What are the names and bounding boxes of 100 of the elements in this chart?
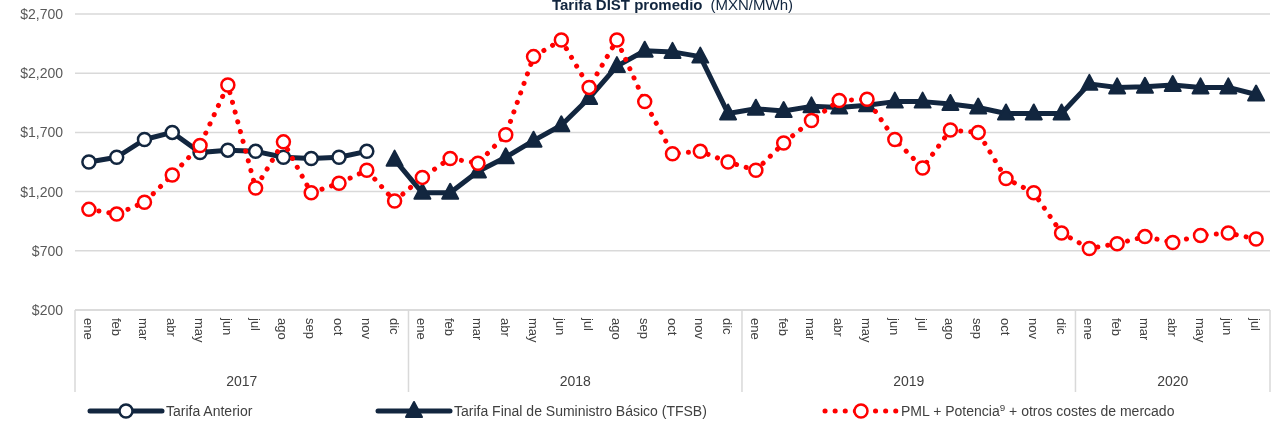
point: [81, 154, 97, 170]
x-tick-label: dic: [1053, 318, 1069, 336]
x-tick-label: oct: [997, 318, 1013, 336]
point: [386, 193, 403, 209]
x-tick-label: ene: [80, 318, 96, 340]
point: [81, 201, 97, 218]
point: [359, 162, 375, 179]
point: [859, 91, 875, 107]
point: [1026, 185, 1042, 201]
x-tick-label: may: [525, 318, 541, 344]
point: [1024, 103, 1043, 121]
text: 2018: [559, 373, 592, 389]
point: [1164, 234, 1181, 251]
x-tick-label: feb: [442, 318, 458, 337]
point: [969, 97, 988, 115]
point: [553, 32, 570, 48]
point: [746, 98, 765, 116]
point: [775, 135, 792, 151]
point: [635, 40, 654, 58]
x-tick-label: ago: [275, 318, 291, 340]
x-tick-label: abr: [497, 318, 513, 338]
point: [164, 124, 181, 141]
point: [1248, 231, 1264, 247]
point: [303, 150, 319, 167]
text: 2020: [1157, 373, 1189, 389]
point: [802, 96, 821, 114]
point: [942, 122, 959, 138]
x-tick-label: jul: [247, 317, 263, 332]
point: [414, 169, 431, 186]
chart-subtitle: (MXN/MWh): [710, 0, 794, 13]
point: [1137, 228, 1153, 245]
point: [748, 162, 764, 179]
x-tick-label: sep: [636, 318, 652, 339]
x-tick-label: ago: [942, 318, 958, 340]
point: [803, 112, 820, 129]
x-tick-label: sep: [303, 318, 319, 339]
text: 2017: [226, 373, 258, 389]
point: [609, 32, 625, 48]
x-tick-label: nov: [1025, 318, 1041, 340]
point: [136, 194, 153, 211]
x-tick-label: jul: [914, 317, 930, 332]
point: [413, 182, 432, 200]
point: [385, 149, 404, 167]
point: [1108, 77, 1127, 95]
point: [1052, 103, 1071, 121]
x-tick-label: feb: [775, 318, 791, 337]
point: [496, 147, 515, 165]
legend-label: PML + Potencia$^{9}$ + otros costes de mercado: [901, 401, 1175, 419]
point: [1081, 240, 1098, 257]
point: [136, 131, 153, 148]
point: [885, 91, 904, 109]
point: [663, 41, 682, 59]
x-tick-label: jul: [581, 317, 597, 332]
point: [581, 79, 597, 96]
legend-label: Tarifa Anterior: [166, 403, 253, 419]
point: [887, 131, 903, 148]
y-tick-label: $2,200: [20, 65, 64, 82]
point: [1080, 73, 1099, 91]
point: [607, 56, 626, 74]
point: [914, 160, 931, 176]
point: [1219, 77, 1238, 95]
point: [525, 48, 542, 65]
point: [1163, 75, 1182, 93]
point: [970, 124, 986, 141]
point: [247, 143, 264, 160]
x-tick-label: dic: [386, 318, 402, 336]
point: [331, 149, 347, 166]
x-tick-label: may: [859, 318, 875, 344]
legend-label: Tarifa Final de Suministro Básico (TFSB): [454, 403, 707, 419]
y-tick-label: $1,200: [20, 183, 64, 200]
x-tick-label: may: [192, 318, 208, 344]
point: [774, 101, 793, 119]
x-tick-label: may: [1192, 318, 1208, 344]
point: [1135, 76, 1154, 94]
point: [1191, 77, 1210, 95]
point: [1247, 84, 1266, 102]
x-tick-label: ene: [414, 318, 430, 340]
x-tick-label: abr: [164, 318, 180, 338]
point: [998, 170, 1014, 187]
point: [220, 142, 236, 158]
point: [108, 149, 125, 166]
point: [996, 103, 1015, 121]
point: [275, 149, 292, 166]
point: [1220, 225, 1237, 241]
point: [441, 182, 460, 200]
x-tick-label: jun: [886, 317, 902, 336]
x-tick-label: jul: [1248, 317, 1264, 332]
text: 2019: [893, 373, 925, 389]
x-tick-label: feb: [108, 318, 124, 337]
x-tick-label: mar: [469, 318, 485, 342]
point: [664, 145, 681, 162]
x-tick-label: jun: [1220, 317, 1236, 336]
point: [220, 77, 236, 93]
point: [498, 127, 514, 143]
y-tick-label: $200: [31, 302, 64, 318]
x-tick-label: mar: [136, 318, 152, 342]
y-tick-label: $2,700: [20, 6, 64, 22]
x-tick-label: oct: [664, 318, 680, 336]
point: [164, 167, 181, 183]
x-tick-label: mar: [1136, 318, 1152, 342]
